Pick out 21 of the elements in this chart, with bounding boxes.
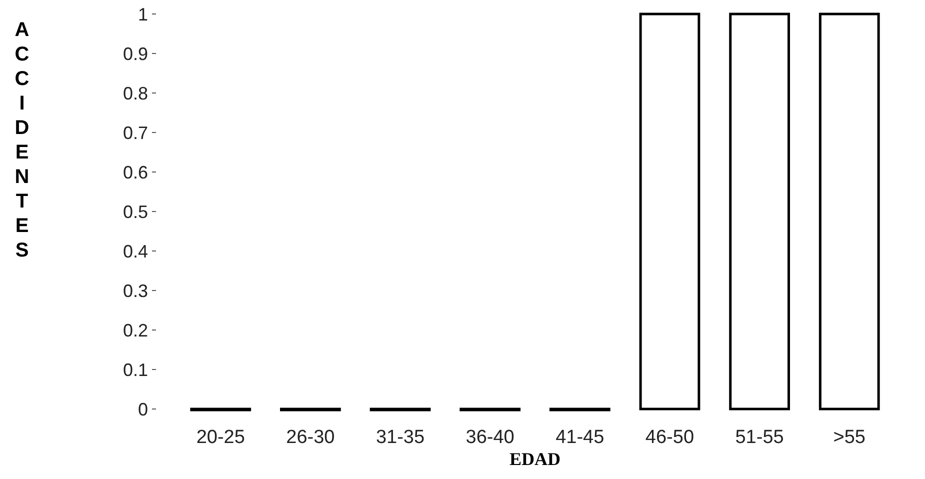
y-tick-label: 0.7 [122, 122, 148, 143]
y-tick-label: 0.8 [122, 83, 148, 104]
y-tick-label: 0.9 [122, 44, 148, 64]
y-tick-label: 0.3 [122, 280, 148, 301]
x-tick-label: 26-30 [286, 427, 335, 448]
x-tick-label: 20-25 [196, 427, 245, 448]
y-tick-label: 0.1 [122, 360, 148, 380]
x-tick-label: 51-55 [735, 427, 784, 448]
y-tick-label: 0.4 [122, 241, 148, 262]
y-tick-label: 0.6 [122, 162, 148, 182]
x-tick-label: 41-45 [556, 427, 604, 448]
x-tick-label: 36-40 [466, 427, 514, 448]
y-tick-label: 0 [138, 399, 148, 420]
y-tick-label: 0.2 [122, 320, 148, 340]
x-axis-title: EDAD [509, 449, 561, 469]
x-tick-label: >55 [833, 427, 866, 448]
x-tick-label: 31-35 [376, 427, 425, 448]
text: ACCIDENTES [14, 19, 30, 262]
y-tick-label: 0.5 [122, 202, 148, 222]
x-tick-label: 46-50 [645, 427, 694, 448]
y-tick-label: 1 [138, 4, 148, 24]
